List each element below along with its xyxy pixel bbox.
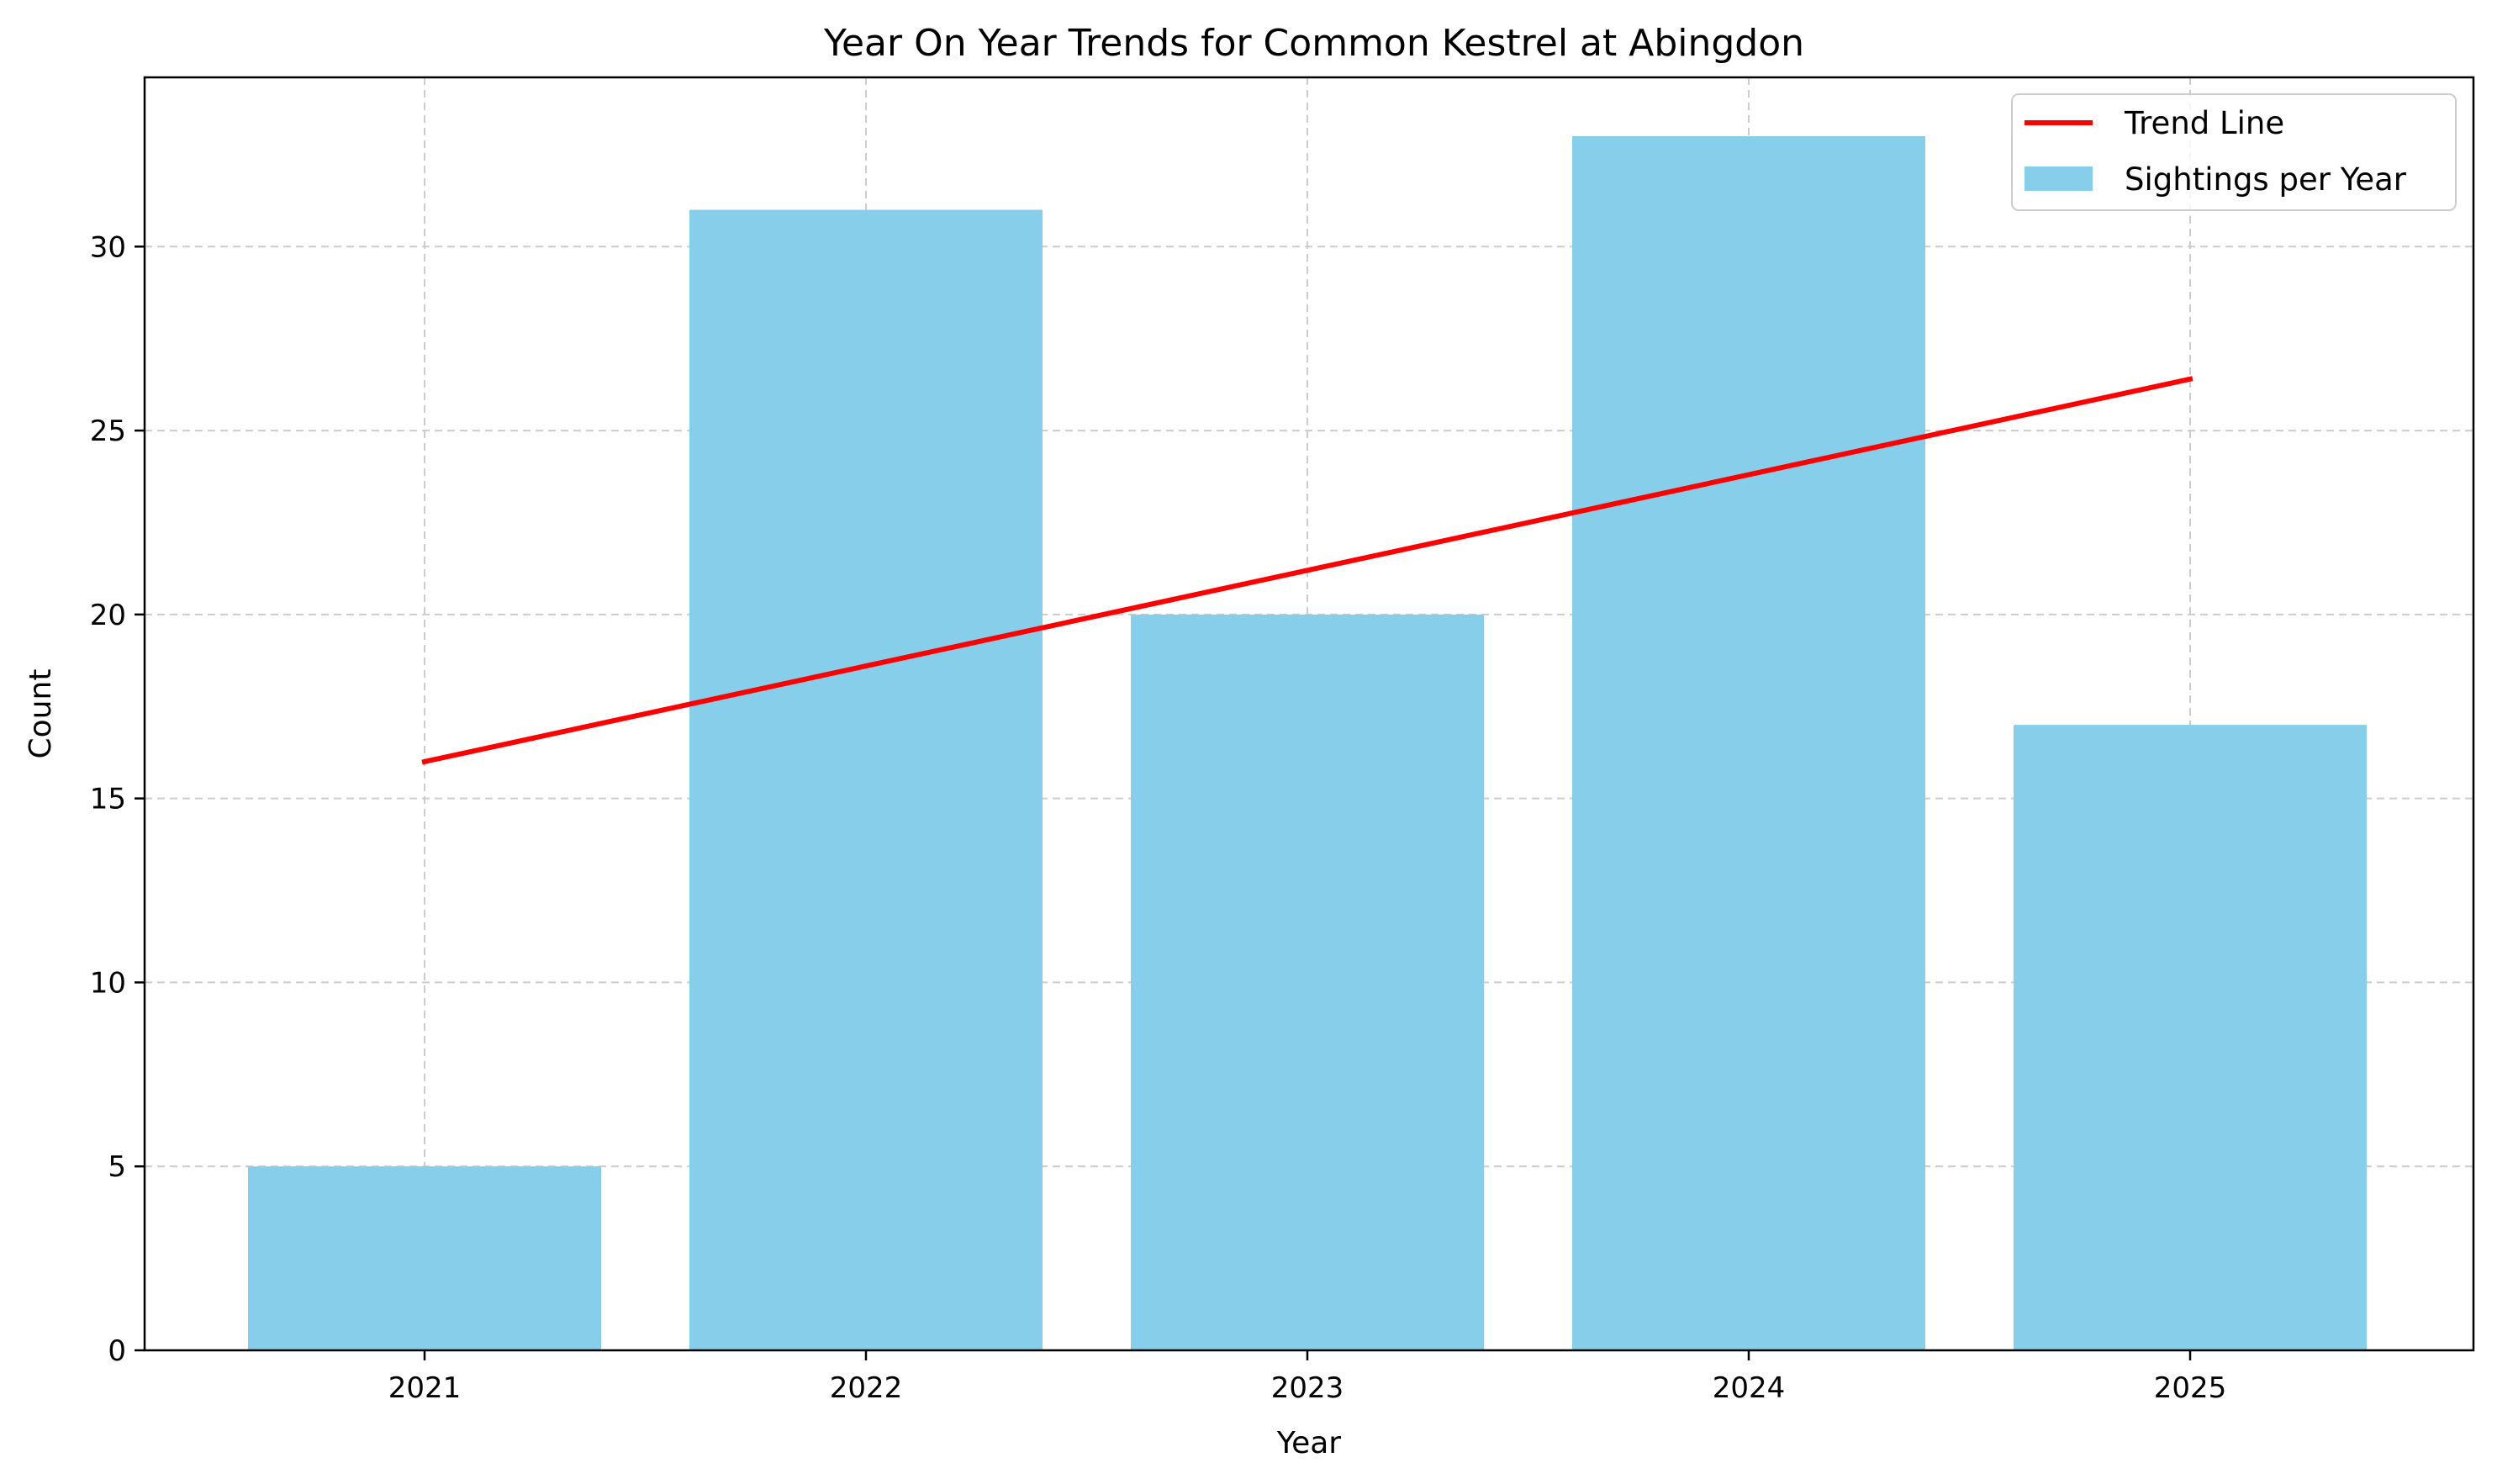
x-tick-label: 2021 (388, 1371, 462, 1405)
bar-2025 (2014, 725, 2367, 1350)
trend-line (421, 376, 2193, 765)
bars (248, 136, 2367, 1351)
x-axis-label: Year (1276, 1426, 1341, 1460)
y-axis-label: Count (24, 669, 58, 759)
legend-sightings-label: Sightings per Year (2125, 161, 2407, 198)
plot-frame (143, 76, 2475, 1352)
y-tick-label: 20 (90, 599, 126, 632)
legend: Trend Line Sightings per Year (2011, 93, 2457, 211)
bar-2021 (248, 1166, 601, 1350)
chart-title: Year On Year Trends for Common Kestrel a… (823, 22, 1804, 65)
y-tick-label: 30 (90, 230, 126, 264)
bar-2022 (689, 209, 1043, 1351)
x-tick-label: 2024 (1713, 1371, 1786, 1405)
y-tick-label: 25 (90, 415, 126, 448)
y-tick-label: 0 (108, 1334, 126, 1368)
y-tick-label: 5 (108, 1150, 126, 1184)
bar-2024 (1572, 136, 1925, 1350)
legend-box (2011, 93, 2457, 211)
legend-trend-line-label: Trend Line (2124, 105, 2284, 141)
x-tick-label: 2022 (830, 1371, 903, 1405)
legend-sightings-swatch (2025, 166, 2093, 191)
trend-line-layer (421, 376, 2193, 765)
y-tick-label: 10 (90, 966, 126, 1000)
bar-2023 (1131, 614, 1484, 1350)
x-tick-label: 2025 (2154, 1371, 2227, 1405)
y-axis-ticks: 0 5 10 15 20 25 30 (90, 230, 145, 1368)
x-tick-label: 2023 (1271, 1371, 1344, 1405)
y-tick-label: 15 (90, 783, 126, 816)
x-axis-ticks: 2021 2022 2023 2024 2025 (388, 1350, 2227, 1405)
